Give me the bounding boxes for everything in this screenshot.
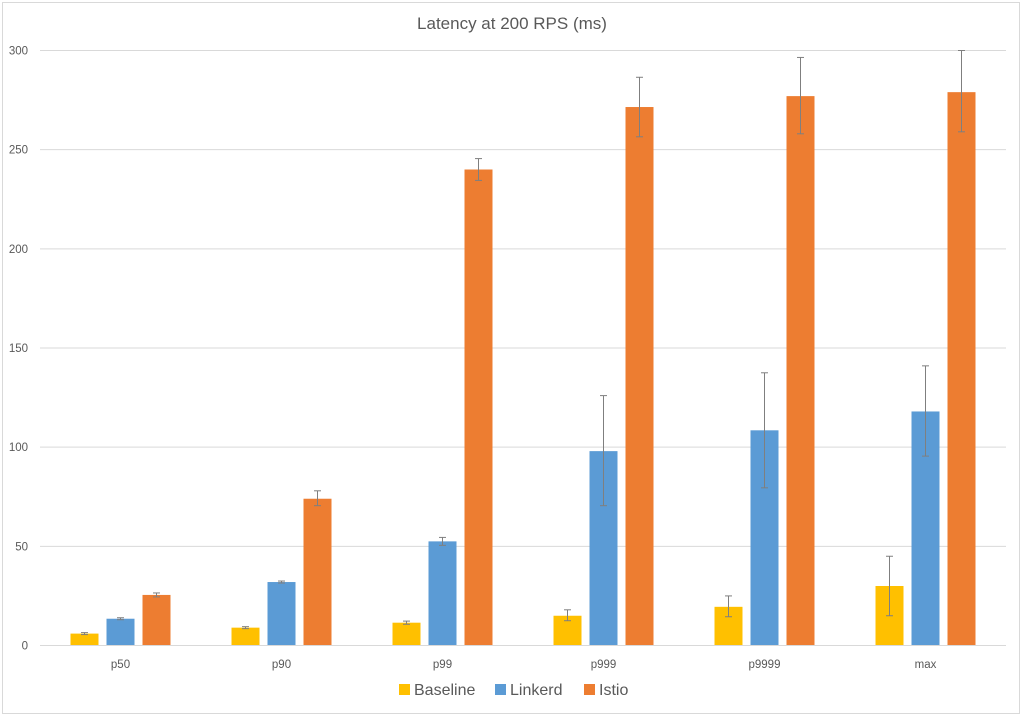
bar-linkerd-p50 <box>106 618 135 646</box>
legend-item-linkerd: Linkerd <box>495 682 562 699</box>
error-bar-linkerd-p90 <box>278 580 285 584</box>
legend-swatch <box>584 684 595 695</box>
error-bar-istio-p99 <box>475 158 482 181</box>
x-tick-label: p9999 <box>749 659 781 671</box>
x-tick-label: p90 <box>272 659 291 671</box>
error-bar-istio-p9999 <box>797 56 804 135</box>
error-bar-linkerd-p99 <box>439 536 446 546</box>
y-axis-ticks: 0 50 100 150 200 250 300 <box>9 46 28 653</box>
legend: Baseline Linkerd Istio <box>399 682 628 699</box>
gridlines <box>40 50 1006 547</box>
bar-linkerd-p90 <box>267 582 296 646</box>
error-bar-linkerd-p999 <box>600 395 607 507</box>
y-tick-label: 0 <box>22 641 28 653</box>
y-tick-label: 100 <box>9 442 28 454</box>
bar-baseline-p90 <box>231 627 260 646</box>
bar-istio-p99 <box>464 169 493 646</box>
bar-baseline-p99 <box>392 622 421 646</box>
x-tick-label: p99 <box>433 659 452 671</box>
chart-title: Latency at 200 RPS (ms) <box>417 14 607 33</box>
error-bar-linkerd-max <box>922 365 929 457</box>
error-bar-linkerd-p9999 <box>761 372 768 489</box>
y-tick-label: 300 <box>9 46 28 58</box>
x-tick-label: max <box>915 659 937 671</box>
error-bar-baseline-p99 <box>403 620 410 625</box>
legend-swatch <box>399 684 410 695</box>
y-tick-label: 150 <box>9 343 28 355</box>
bar-istio-max <box>947 92 976 646</box>
bar-baseline-p50 <box>70 633 99 646</box>
bar-istio-p9999 <box>786 96 815 646</box>
error-bar-baseline-p50 <box>81 632 88 636</box>
x-tick-label: p50 <box>111 659 130 671</box>
legend-item-istio: Istio <box>584 682 628 699</box>
error-bar-baseline-p9999 <box>725 595 732 618</box>
error-bar-istio-p999 <box>636 76 643 138</box>
bars <box>70 92 976 646</box>
bar-istio-p999 <box>625 107 654 646</box>
legend-label: Istio <box>599 682 628 699</box>
error-bar-istio-p90 <box>314 490 321 507</box>
legend-item-baseline: Baseline <box>399 682 475 699</box>
error-bar-baseline-p90 <box>242 626 249 630</box>
legend-label: Baseline <box>414 682 475 699</box>
error-bar-istio-p50 <box>153 592 160 598</box>
legend-swatch <box>495 684 506 695</box>
x-tick-label: p999 <box>591 659 617 671</box>
bar-istio-p50 <box>142 594 171 646</box>
y-tick-label: 250 <box>9 145 28 157</box>
bar-istio-p90 <box>303 498 332 646</box>
error-bar-istio-max <box>958 50 965 133</box>
error-bar-baseline-max <box>886 555 893 617</box>
error-bar-linkerd-p50 <box>117 617 124 621</box>
bar-linkerd-p99 <box>428 541 457 646</box>
y-tick-label: 50 <box>15 541 28 553</box>
y-tick-label: 200 <box>9 244 28 256</box>
x-axis-ticks: p50 p90 p99 p999 p9999 max <box>111 659 937 671</box>
error-bars <box>81 50 965 636</box>
legend-label: Linkerd <box>510 682 562 699</box>
error-bar-baseline-p999 <box>564 609 571 622</box>
